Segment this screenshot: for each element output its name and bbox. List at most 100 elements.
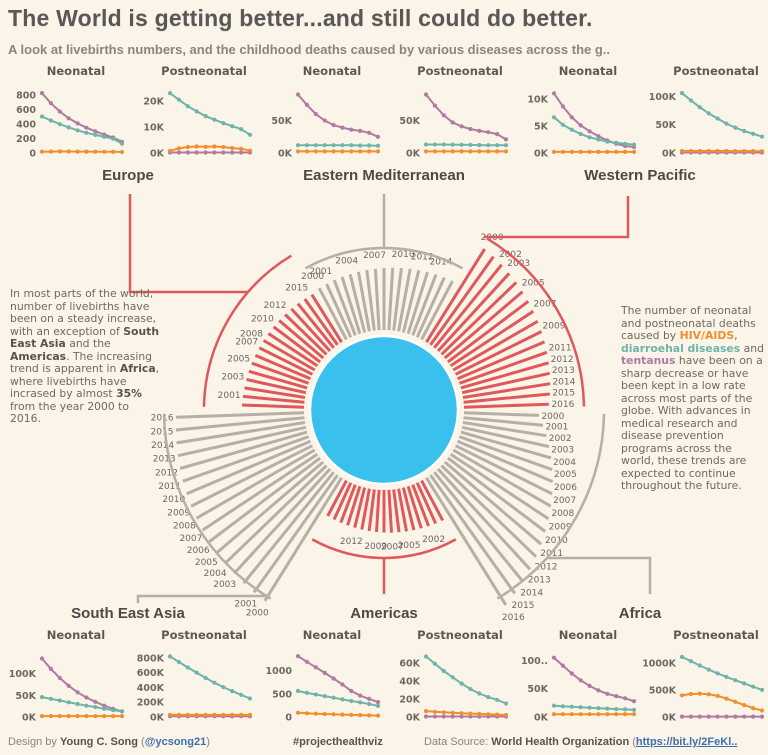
data-point: [751, 131, 756, 136]
data-point: [578, 131, 583, 137]
designer-handle-link[interactable]: @ycsong21: [144, 736, 207, 748]
year-spoke: [454, 444, 553, 496]
data-point: [751, 706, 756, 711]
data-point: [551, 655, 557, 660]
data-point: [751, 149, 756, 154]
data-point: [48, 101, 54, 106]
data-point: [477, 691, 482, 696]
year-label: 2012: [264, 301, 287, 311]
data-point: [468, 711, 473, 716]
y-tick: 200: [16, 134, 36, 145]
year-spoke: [242, 403, 305, 409]
source-link[interactable]: https://bit.ly/2FeKl..: [635, 736, 738, 748]
series-line-teal: [169, 92, 251, 136]
year-spoke: [284, 313, 328, 356]
data-point: [57, 675, 62, 681]
series-line-purple: [553, 656, 635, 703]
y-tick: 0K: [534, 713, 549, 724]
data-point: [551, 115, 557, 120]
year-label: 2015: [285, 284, 308, 294]
data-point: [349, 698, 354, 704]
data-point: [230, 150, 235, 155]
mini-chart-africa-postneonatal: Postneonatal 1000K 500K 0K: [640, 628, 768, 727]
page-title: The World is getting better...and still …: [8, 5, 593, 31]
chart-title: Neonatal: [46, 64, 106, 78]
note-text: , where livebirths have incrased by almo…: [10, 362, 160, 401]
data-point: [111, 708, 116, 713]
y-tick: 20K: [399, 694, 420, 705]
bottom-chart-row: Neonatal 100K 50K 0K Postneonatal 800K 600K 400…: [0, 628, 768, 727]
year-label: 2006: [554, 483, 577, 493]
data-point: [322, 694, 327, 699]
year-spoke: [332, 482, 353, 521]
series-line-teal: [426, 143, 506, 147]
year-spoke: [373, 268, 381, 331]
year-spoke: [406, 485, 423, 529]
data-point: [167, 148, 173, 153]
year-label: 2005: [227, 355, 250, 365]
sector-arc: [311, 538, 457, 560]
data-point: [486, 149, 491, 154]
data-point: [102, 149, 107, 154]
data-point: [486, 143, 491, 148]
data-point: [715, 714, 720, 719]
data-point: [331, 149, 336, 154]
note-text: In most parts of the world, number of li…: [10, 287, 157, 338]
data-point: [203, 712, 208, 717]
y-tick: 500: [272, 689, 292, 700]
data-point: [560, 704, 565, 709]
year-spoke: [310, 293, 343, 343]
legend-term-teal: diarroehal diseases: [621, 341, 741, 355]
data-point: [48, 118, 54, 123]
year-spoke: [425, 248, 486, 343]
data-point: [569, 704, 574, 709]
series-line-teal: [298, 144, 379, 147]
data-point: [176, 97, 181, 102]
data-point: [57, 714, 62, 719]
year-spoke: [429, 255, 495, 346]
data-point: [503, 143, 509, 148]
data-point: [697, 714, 702, 719]
data-point: [194, 712, 199, 717]
data-point: [560, 712, 565, 717]
data-point: [39, 656, 45, 661]
year-label: 2002: [549, 434, 572, 444]
data-point: [358, 693, 363, 698]
y-tick: 0K: [534, 149, 549, 160]
mini-chart-plot-western-pacific-postneonatal: 100K 50K 0K: [649, 91, 765, 160]
data-point: [375, 700, 381, 705]
data-point: [358, 128, 363, 133]
year-label: 2012: [155, 468, 178, 478]
series-line-teal: [553, 116, 635, 146]
y-tick: 20K: [143, 97, 164, 108]
data-point: [569, 671, 574, 676]
year-spoke: [232, 467, 332, 575]
data-point: [304, 711, 309, 716]
mini-chart-europe-postneonatal: Postneonatal 20K 10K 0K: [128, 64, 256, 163]
data-point: [176, 150, 181, 155]
note-text: Africa: [119, 362, 156, 376]
data-point: [631, 149, 637, 154]
year-spoke: [461, 425, 550, 449]
series-line-orange: [297, 711, 379, 717]
data-point: [423, 149, 429, 154]
year-label: 2005: [554, 470, 577, 480]
chart-title: Postneonatal: [417, 64, 503, 78]
year-label: 2012: [340, 537, 363, 547]
data-point: [84, 695, 89, 700]
data-point: [185, 712, 190, 717]
year-spoke: [263, 477, 343, 602]
data-point: [221, 144, 226, 150]
paren: (: [138, 736, 145, 748]
data-point: [432, 714, 437, 719]
mini-chart-plot-americas-postneonatal: 60K 40K 20K 0K: [399, 654, 509, 724]
data-point: [375, 143, 381, 148]
year-spoke: [446, 456, 547, 533]
data-point: [313, 711, 318, 716]
data-point: [742, 128, 747, 134]
year-label: 2003: [213, 580, 236, 590]
data-point: [194, 670, 199, 675]
year-spoke: [346, 485, 362, 526]
y-tick: 0: [29, 149, 36, 160]
